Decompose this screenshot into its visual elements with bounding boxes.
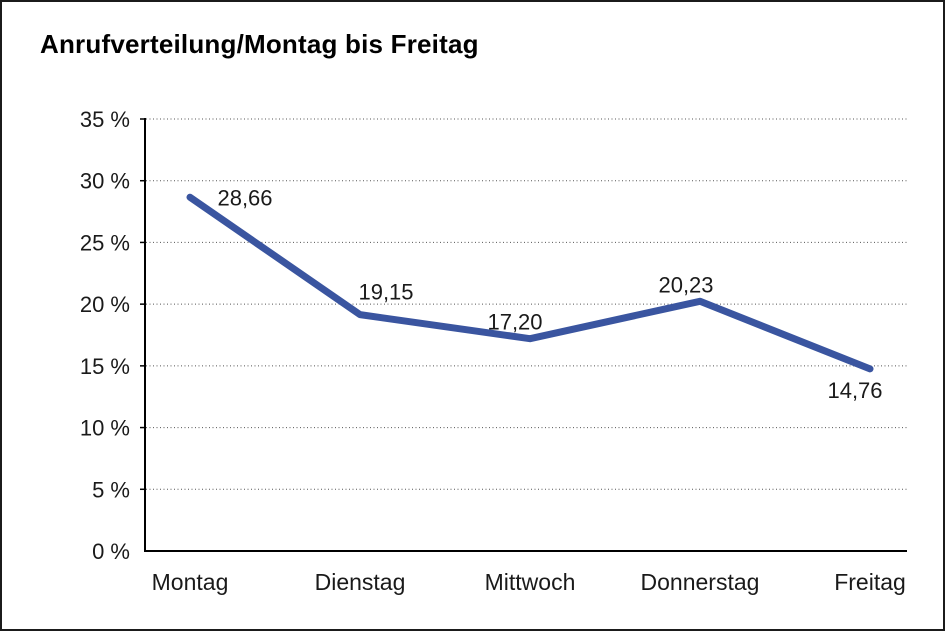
y-axis-tick-label: 35 % [80, 107, 130, 132]
y-axis-tick-label: 15 % [80, 354, 130, 379]
data-point-label: 28,66 [217, 185, 272, 210]
x-axis-category-label: Mittwoch [485, 569, 576, 595]
x-axis-category-label: Dienstag [315, 569, 406, 595]
y-axis-tick-label: 20 % [80, 292, 130, 317]
x-axis-category-label: Freitag [834, 569, 906, 595]
y-axis-tick-label: 10 % [80, 416, 130, 441]
y-axis-tick-label: 0 % [92, 539, 130, 564]
y-axis-tick-label: 5 % [92, 477, 130, 502]
data-point-label: 20,23 [658, 272, 713, 297]
data-point-label: 19,15 [358, 280, 413, 305]
chart-title: Anrufverteilung/Montag bis Freitag [40, 29, 479, 59]
data-point-label: 17,20 [487, 310, 542, 335]
y-axis-tick-label: 25 % [80, 230, 130, 255]
y-axis-tick-label: 30 % [80, 169, 130, 194]
x-axis-category-label: Donnerstag [641, 569, 760, 595]
data-line [186, 193, 874, 373]
x-axis-category-label: Montag [152, 569, 229, 595]
data-point-label: 14,76 [827, 378, 882, 403]
